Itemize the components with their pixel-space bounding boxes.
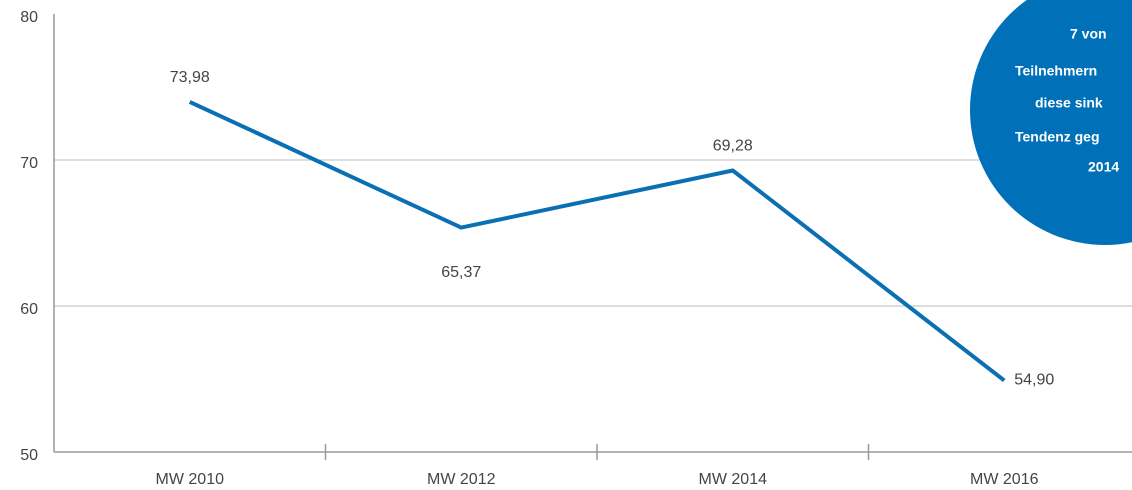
x-tick-label: MW 2012 [427,471,496,488]
value-label: 54,90 [1014,372,1054,389]
x-tick-label: MW 2014 [699,471,768,488]
annotation-circle [970,0,1132,245]
annotation-text: 2014 [1088,159,1119,175]
x-tick-label: MW 2010 [156,471,225,488]
value-label: 73,98 [170,69,210,86]
y-tick-label: 70 [20,155,38,172]
value-label: 65,37 [441,264,481,281]
y-tick-label: 60 [20,301,38,318]
value-label: 69,28 [713,138,753,155]
line-series [188,100,1006,383]
y-tick-label: 50 [20,447,38,464]
annotation-text: 7 von [1070,26,1107,42]
annotation-text: Teilnehmern [1015,63,1097,79]
x-tick-label: MW 2016 [970,471,1039,488]
annotation-text: diese sink [1035,95,1103,111]
y-tick-label: 80 [20,9,38,26]
annotation-text: Tendenz geg [1015,129,1100,145]
